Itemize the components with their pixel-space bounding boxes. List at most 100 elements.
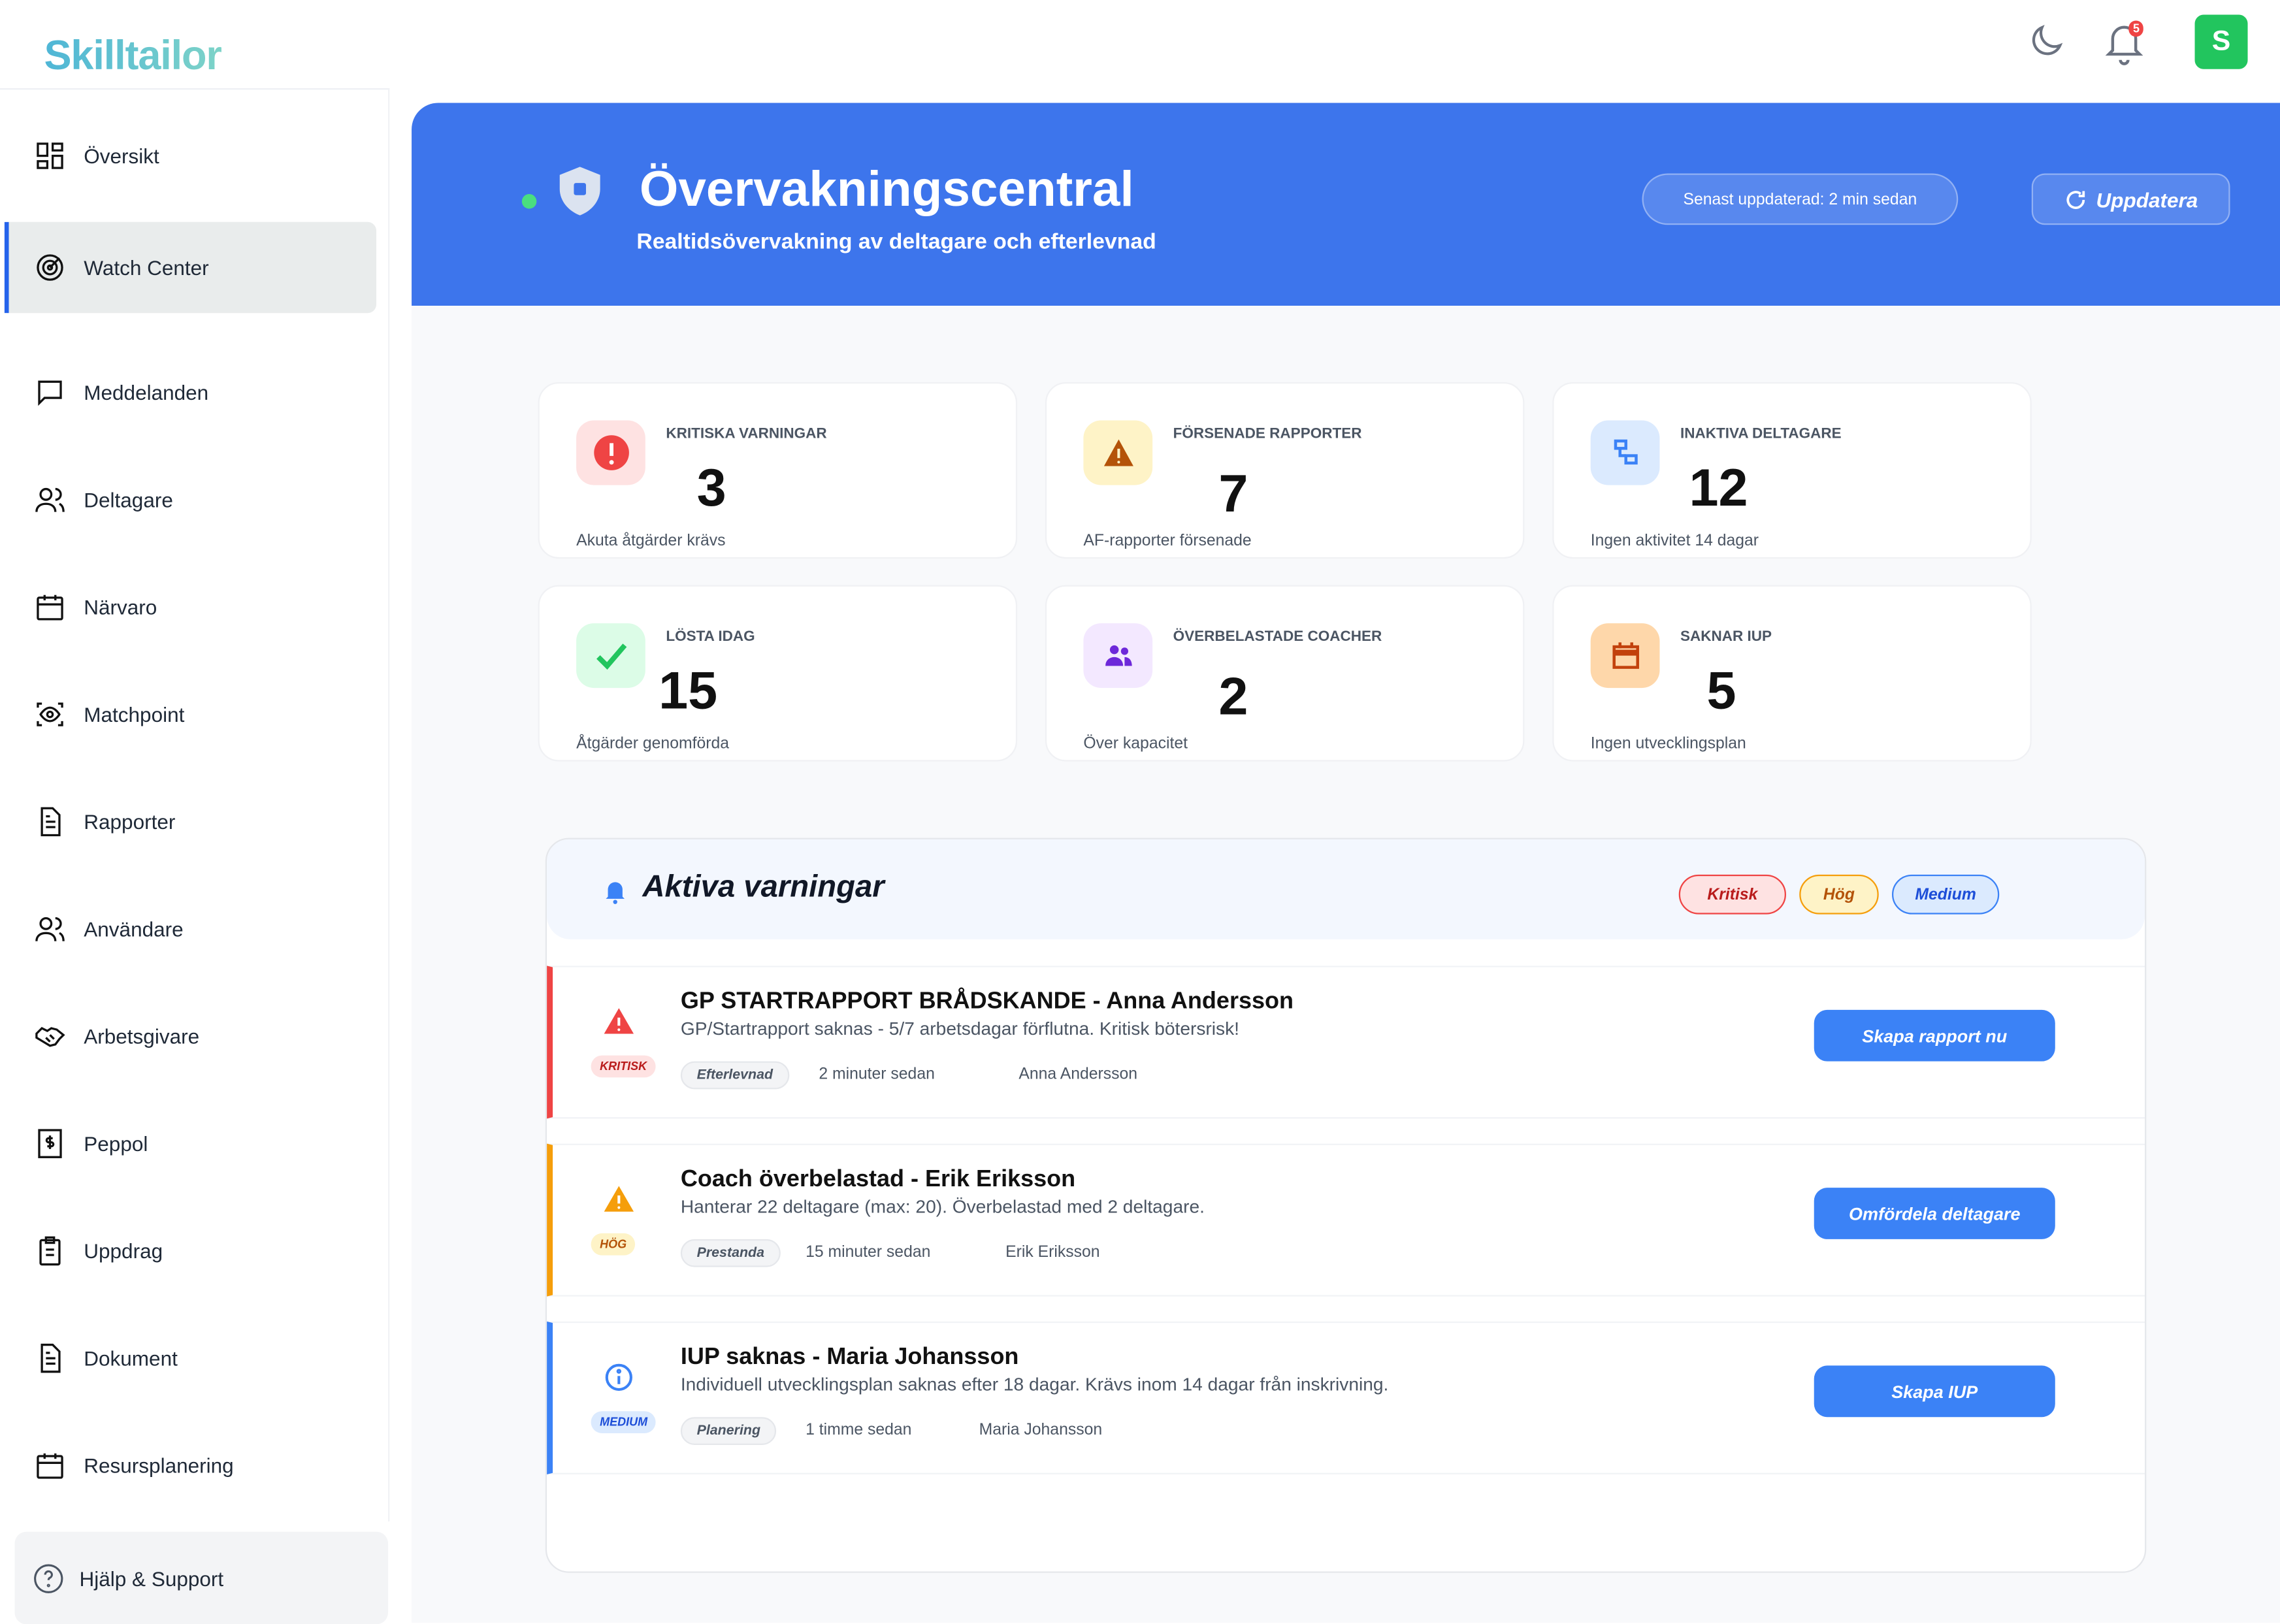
shield-icon <box>559 167 600 216</box>
alert-description: Individuell utvecklingsplan saknas efter… <box>680 1374 1389 1395</box>
stat-subtitle: AF-rapporter försenade <box>1083 532 1252 550</box>
stat-value: 7 <box>1218 463 1248 524</box>
sidebar-item-label: Dokument <box>84 1346 178 1371</box>
sidebar-item-label: Matchpoint <box>84 702 185 726</box>
alert-item: MEDIUM IUP saknas - Maria Johansson Indi… <box>547 1321 2145 1474</box>
stat-card[interactable]: Saknar IUP 5 Ingen utvecklingsplan <box>1552 585 2032 762</box>
live-status-dot <box>521 194 537 209</box>
sidebar-item-matchpoint[interactable]: Matchpoint <box>5 669 376 760</box>
filter-hog[interactable]: Hög <box>1799 874 1879 915</box>
notifications-button[interactable]: 5 <box>2101 18 2148 75</box>
sidebar-item-nrvaro[interactable]: Närvaro <box>5 562 376 653</box>
warning-icon <box>604 1186 634 1212</box>
sidebar-item-label: Meddelanden <box>84 380 209 404</box>
last-updated-pill: Senast uppdaterad: 2 min sedan <box>1642 173 1959 225</box>
category-tag: Planering <box>680 1417 777 1445</box>
avatar[interactable]: S <box>2194 14 2248 69</box>
sidebar-item-label: Peppol <box>84 1131 148 1156</box>
alerts-title: Aktiva varningar <box>642 870 885 904</box>
stat-card[interactable]: Kritiska varningar 3 Akuta åtgärder kräv… <box>538 382 1018 559</box>
sidebar-item-label: Deltagare <box>84 488 173 512</box>
sidebar-item-resursplanering[interactable]: Resursplanering <box>5 1420 376 1512</box>
stat-card[interactable]: Lösta idag 15 Åtgärder genomförda <box>538 585 1018 762</box>
check-icon <box>576 623 645 689</box>
filter-medium[interactable]: Medium <box>1892 874 2000 915</box>
refresh-label: Uppdatera <box>2096 187 2198 211</box>
refresh-icon <box>2066 190 2085 208</box>
sidebar-item-dokument[interactable]: Dokument <box>5 1312 376 1404</box>
stat-value: 2 <box>1218 666 1248 726</box>
active-alerts-panel: Aktiva varningar Kritisk Hög Medium KRIT… <box>545 837 2147 1573</box>
alert-description: GP/Startrapport saknas - 5/7 arbetsdagar… <box>680 1018 1239 1039</box>
message-icon <box>38 380 62 406</box>
file-text-icon <box>41 1343 61 1373</box>
sidebar-item-label: Resursplanering <box>84 1453 234 1478</box>
stat-subtitle: Ingen aktivitet 14 dagar <box>1590 532 1759 550</box>
alert-title: IUP saknas - Maria Johansson <box>680 1344 1019 1371</box>
file-text-icon <box>41 807 61 837</box>
sidebar-item-label: Arbetsgivare <box>84 1024 200 1048</box>
receipt-icon <box>38 1129 62 1158</box>
alert-action-button[interactable]: Omfördela deltagare <box>1814 1188 2055 1239</box>
network-icon <box>1590 420 1660 485</box>
radar-icon <box>37 254 63 281</box>
alert-title: Coach överbelastad - Erik Eriksson <box>680 1167 1076 1192</box>
sidebar-item-deltagare[interactable]: Deltagare <box>5 454 376 545</box>
stat-card[interactable]: Försenade rapporter 7 AF-rapporter förse… <box>1045 382 1525 559</box>
sidebar-item-uppdrag[interactable]: Uppdrag <box>5 1205 376 1297</box>
stat-subtitle: Över kapacitet <box>1083 735 1188 753</box>
stat-label: Kritiska varningar <box>666 426 827 443</box>
page-subtitle: Realtidsövervakning av deltagare och eft… <box>636 229 1156 255</box>
page-header: Övervakningscentral Realtidsövervakning … <box>412 103 2280 306</box>
bell-icon <box>606 882 625 904</box>
dark-mode-toggle[interactable] <box>2026 21 2067 69</box>
users-icon <box>35 487 65 512</box>
sidebar-item-versikt[interactable]: Översikt <box>5 110 376 202</box>
alert-item: KRITISK GP STARTRAPPORT BRÅDSKANDE - Ann… <box>547 966 2145 1119</box>
alert-action-button[interactable]: Skapa rapport nu <box>1814 1009 2055 1062</box>
sidebar-item-label: Användare <box>84 917 184 941</box>
alerts-header: Aktiva varningar Kritisk Hög Medium <box>547 839 2145 939</box>
eye-scan-icon <box>37 702 63 726</box>
bell-icon <box>2105 25 2143 65</box>
page-title: Övervakningscentral <box>639 161 1134 218</box>
help-support-button[interactable]: Hjälp & Support <box>14 1531 389 1624</box>
sidebar-item-peppol[interactable]: Peppol <box>5 1098 376 1190</box>
grid-icon <box>37 142 63 169</box>
sidebar-item-anvndare[interactable]: Användare <box>5 883 376 975</box>
sidebar-item-watchcenter[interactable]: Watch Center <box>4 221 377 314</box>
stat-value: 5 <box>1706 660 1736 721</box>
sidebar: Översikt Watch Center Meddelanden Deltagare… <box>0 88 390 1521</box>
sidebar-item-meddelanden[interactable]: Meddelanden <box>5 347 376 438</box>
stat-label: Försenade rapporter <box>1173 426 1362 443</box>
stat-value: 15 <box>659 660 718 721</box>
sidebar-item-label: Watch Center <box>84 255 209 280</box>
notification-badge: 5 <box>2128 20 2144 37</box>
filter-kritisk[interactable]: Kritisk <box>1678 874 1786 915</box>
alert-time: 15 minuter sedan <box>806 1243 931 1261</box>
alert-time: 1 timme sedan <box>806 1421 912 1439</box>
alert-title: GP STARTRAPPORT BRÅDSKANDE - Anna Anders… <box>680 989 1294 1015</box>
alert-person[interactable]: Anna Andersson <box>1018 1065 1138 1084</box>
stat-label: Inaktiva deltagare <box>1680 426 1842 443</box>
users-icon <box>35 917 65 941</box>
help-label: Hjälp & Support <box>79 1566 224 1590</box>
refresh-button[interactable]: Uppdatera <box>2031 173 2230 225</box>
warning-icon <box>604 1008 634 1034</box>
stat-subtitle: Akuta åtgärder krävs <box>576 532 726 550</box>
alert-person[interactable]: Erik Eriksson <box>1005 1243 1100 1261</box>
clipboard-icon <box>39 1236 61 1266</box>
sidebar-item-arbetsgivare[interactable]: Arbetsgivare <box>5 991 376 1082</box>
alert-person[interactable]: Maria Johansson <box>979 1421 1103 1439</box>
stat-subtitle: Ingen utvecklingsplan <box>1590 735 1746 753</box>
moon-icon <box>2032 25 2063 56</box>
stat-label: Saknar IUP <box>1680 629 1772 645</box>
help-circle-icon <box>34 1563 63 1593</box>
stat-card[interactable]: Överbelastade coacher 2 Över kapacitet <box>1045 585 1525 762</box>
stat-card[interactable]: Inaktiva deltagare 12 Ingen aktivitet 14… <box>1552 382 2032 559</box>
sidebar-item-rapporter[interactable]: Rapporter <box>5 776 376 868</box>
category-tag: Prestanda <box>680 1239 781 1267</box>
logo[interactable]: Skilltailor <box>44 33 222 80</box>
alert-action-button[interactable]: Skapa IUP <box>1814 1365 2055 1418</box>
severity-badge: HÖG <box>591 1233 636 1256</box>
